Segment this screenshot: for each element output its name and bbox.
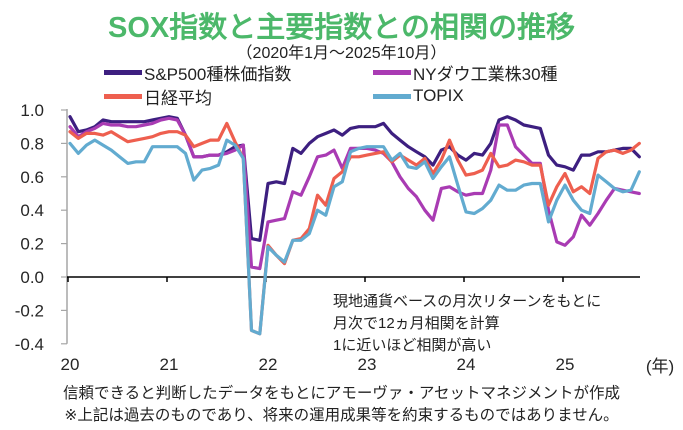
chart-title: SOX指数と主要指数との相関の推移 <box>108 12 575 44</box>
x-tick-label: 21 <box>160 355 179 374</box>
legend-swatch-sp500 <box>104 69 142 75</box>
y-tick-label: -0.4 <box>15 335 44 354</box>
footer-source: 信頼できると判断したデータをもとにアモーヴァ・アセットマネジメントが作成 <box>62 385 621 402</box>
chart-subtitle: （2020年1月～2025年10月） <box>236 45 447 62</box>
legend-item-topix: TOPIX <box>373 85 464 107</box>
legend-swatch-dow <box>373 69 411 75</box>
legend-label-dow: NYダウ工業株30種 <box>413 64 558 84</box>
legend-label-sp500: S&P500種株価指数 <box>144 64 292 84</box>
x-tick-label: 23 <box>358 355 377 374</box>
legend-item-sp500: S&P500種株価指数 <box>104 61 292 84</box>
footer-disclaimer: ※上記は過去のものであり、将来の運用成果等を約束するものではありません。 <box>64 407 619 424</box>
x-axis-unit-label: (年) <box>646 357 674 376</box>
y-tick-label: 0.4 <box>20 201 44 220</box>
x-tick-label: 22 <box>259 355 278 374</box>
y-tick-label: 0.0 <box>20 268 44 287</box>
y-tick-label: 0.2 <box>20 235 44 254</box>
legend-swatch-nikkei <box>104 93 142 99</box>
note-line-1: 現地通貨ベースの月次リターンをもとに <box>333 293 602 310</box>
series-line-topix <box>68 138 641 336</box>
legend-label-nikkei: 日経平均 <box>144 88 212 108</box>
note-line-2: 月次で12ヵ月相関を計算 <box>333 315 500 332</box>
series-line-sp500 <box>68 115 641 242</box>
y-tick-label: 0.8 <box>20 134 44 153</box>
x-tick-label: 20 <box>61 355 80 374</box>
x-tick-label: 24 <box>457 355 476 374</box>
legend-swatch-topix <box>373 93 411 99</box>
legend-item-nikkei: 日経平均 <box>104 85 212 108</box>
note-line-3: 1に近いほど相関が高い <box>333 337 492 354</box>
series-line-nikkei <box>68 121 641 336</box>
y-tick-label: 1.0 <box>20 101 44 120</box>
y-tick-label: 0.6 <box>20 168 44 187</box>
x-tick-label: 25 <box>556 355 575 374</box>
legend-item-dow: NYダウ工業株30種 <box>373 61 558 84</box>
legend-label-topix: TOPIX <box>413 86 464 105</box>
y-tick-label: -0.2 <box>15 301 44 320</box>
